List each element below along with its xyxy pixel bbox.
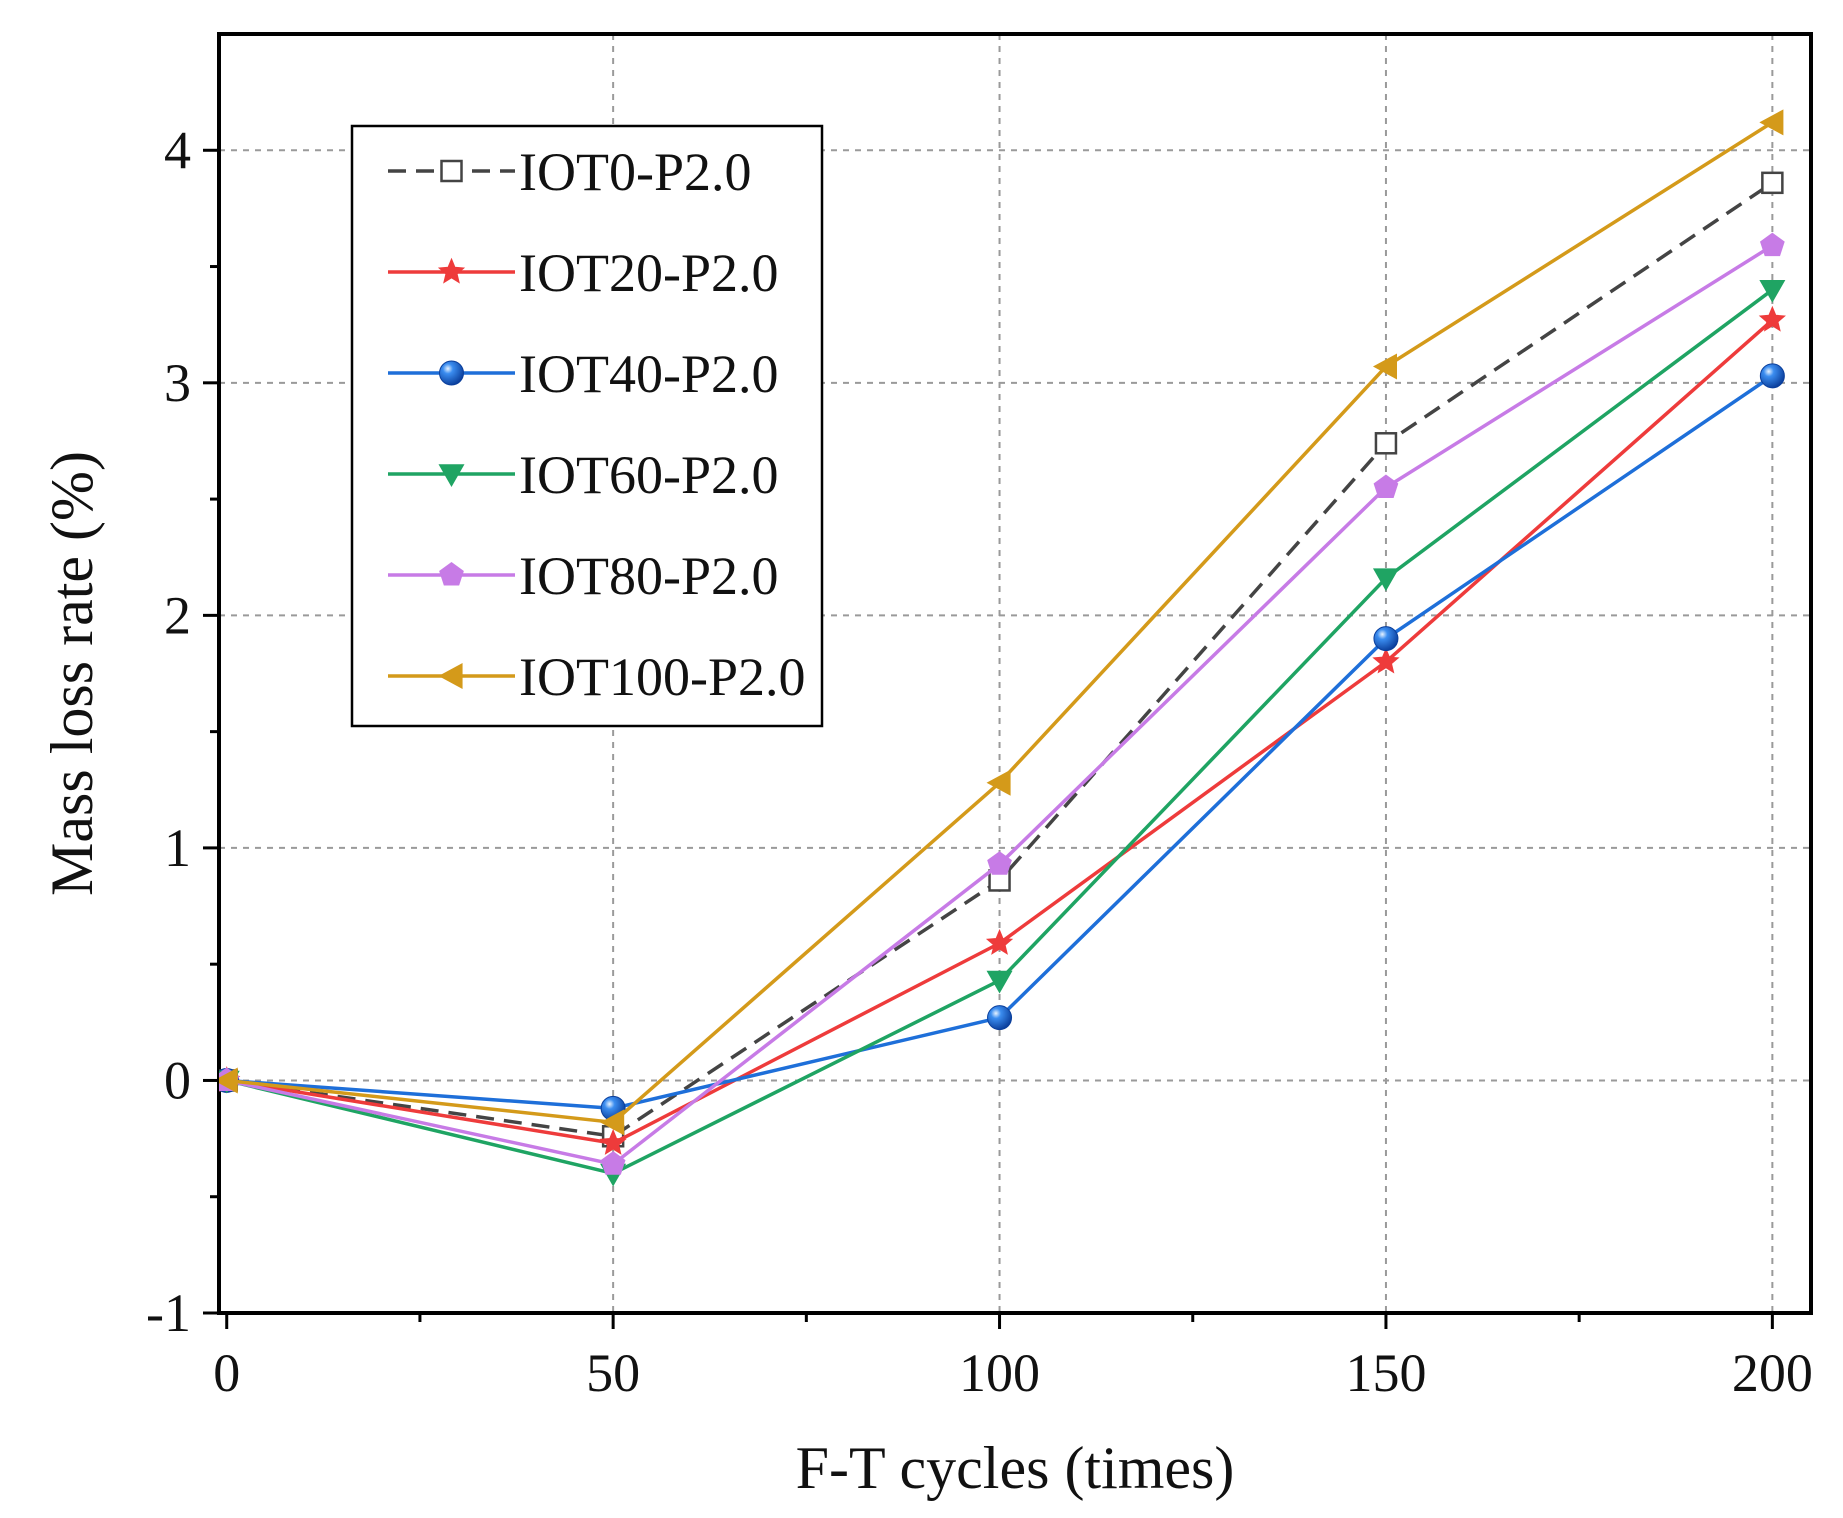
data-point-iot40-p2-0 bbox=[987, 1005, 1013, 1031]
legend-marker-iot20-p2-0 bbox=[437, 257, 466, 284]
data-point-iot20-p2-0 bbox=[985, 928, 1014, 955]
legend: IOT0-P2.0 IOT20-P2.0 IOT40-P2.0 IOT60-P2.0 I… bbox=[350, 124, 824, 728]
data-series bbox=[219, 109, 1786, 1187]
data-point-iot20-p2-0 bbox=[599, 1128, 627, 1155]
data-point-iot80-p2-0 bbox=[987, 851, 1012, 875]
data-point-iot80-p2-0 bbox=[600, 1151, 626, 1175]
series-iot100-p2-0 bbox=[219, 109, 1784, 1136]
x-tick-label: 0 bbox=[213, 1343, 240, 1403]
data-point-iot60-p2-0 bbox=[986, 970, 1013, 994]
legend-item-iot0-p2-0: IOT0-P2.0 bbox=[388, 142, 751, 202]
y-tick-label: 0 bbox=[164, 1050, 191, 1110]
data-point-iot100-p2-0 bbox=[1372, 353, 1398, 380]
data-point-iot0-p2-0 bbox=[1761, 171, 1784, 195]
legend-item-iot100-p2-0: IOT100-P2.0 bbox=[388, 647, 805, 707]
legend-box bbox=[350, 124, 824, 728]
legend-marker-iot100-p2-0 bbox=[438, 663, 463, 689]
x-tick-label: 100 bbox=[959, 1343, 1040, 1403]
data-point-iot0-p2-0 bbox=[1374, 432, 1398, 455]
series-iot20-p2-0 bbox=[219, 305, 1786, 1155]
x-tick-label: 150 bbox=[1345, 1343, 1426, 1403]
legend-item-iot20-p2-0: IOT20-P2.0 bbox=[388, 243, 778, 303]
y-tick-label: 3 bbox=[164, 353, 191, 413]
data-point-iot60-p2-0 bbox=[1759, 280, 1786, 303]
data-point-iot20-p2-0 bbox=[1372, 647, 1400, 674]
data-point-iot40-p2-0 bbox=[1373, 626, 1399, 652]
data-point-iot80-p2-0 bbox=[1373, 474, 1399, 498]
y-tick-label: 2 bbox=[164, 585, 191, 645]
legend-item-iot80-p2-0: IOT80-P2.0 bbox=[388, 546, 778, 606]
y-tick-label: 4 bbox=[164, 120, 191, 180]
legend-label-iot0-p2-0: IOT0-P2.0 bbox=[519, 142, 751, 202]
legend-item-iot40-p2-0: IOT40-P2.0 bbox=[388, 344, 778, 404]
legend-label-iot40-p2-0: IOT40-P2.0 bbox=[519, 344, 778, 404]
x-tick-label: 50 bbox=[586, 1343, 640, 1403]
series-iot40-p2-0 bbox=[219, 363, 1785, 1121]
data-point-iot60-p2-0 bbox=[1372, 568, 1399, 592]
legend-marker-iot40-p2-0 bbox=[439, 360, 464, 386]
y-tick-label: 1 bbox=[164, 818, 191, 878]
data-point-iot100-p2-0 bbox=[986, 769, 1011, 796]
legend-item-iot60-p2-0: IOT60-P2.0 bbox=[388, 445, 778, 505]
data-point-iot100-p2-0 bbox=[600, 1109, 625, 1136]
legend-label-iot80-p2-0: IOT80-P2.0 bbox=[519, 546, 778, 606]
data-point-iot80-p2-0 bbox=[1760, 232, 1785, 257]
data-point-iot100-p2-0 bbox=[219, 1067, 238, 1094]
plot-frame bbox=[217, 32, 1813, 1315]
legend-label-iot20-p2-0: IOT20-P2.0 bbox=[519, 243, 778, 303]
data-point-iot100-p2-0 bbox=[1759, 109, 1784, 136]
x-tick-label: 200 bbox=[1732, 1343, 1813, 1403]
y-axis-label: Mass loss rate (%) bbox=[39, 451, 105, 896]
data-point-iot20-p2-0 bbox=[1758, 305, 1786, 332]
data-point-iot40-p2-0 bbox=[1759, 363, 1785, 389]
axis-labels: F-T cycles (times) Mass loss rate (%) bbox=[39, 451, 1234, 1501]
y-tick-label: -1 bbox=[146, 1283, 191, 1343]
legend-label-iot100-p2-0: IOT100-P2.0 bbox=[519, 647, 805, 707]
legend-marker-iot60-p2-0 bbox=[438, 464, 465, 487]
legend-marker-iot0-p2-0 bbox=[440, 159, 463, 183]
legend-label-iot60-p2-0: IOT60-P2.0 bbox=[519, 445, 778, 505]
x-axis-label: F-T cycles (times) bbox=[796, 1435, 1235, 1501]
legend-marker-iot80-p2-0 bbox=[439, 562, 464, 586]
axes: 0 50 100 150 200 -1 0 1 2 3 4 bbox=[146, 32, 1813, 1403]
